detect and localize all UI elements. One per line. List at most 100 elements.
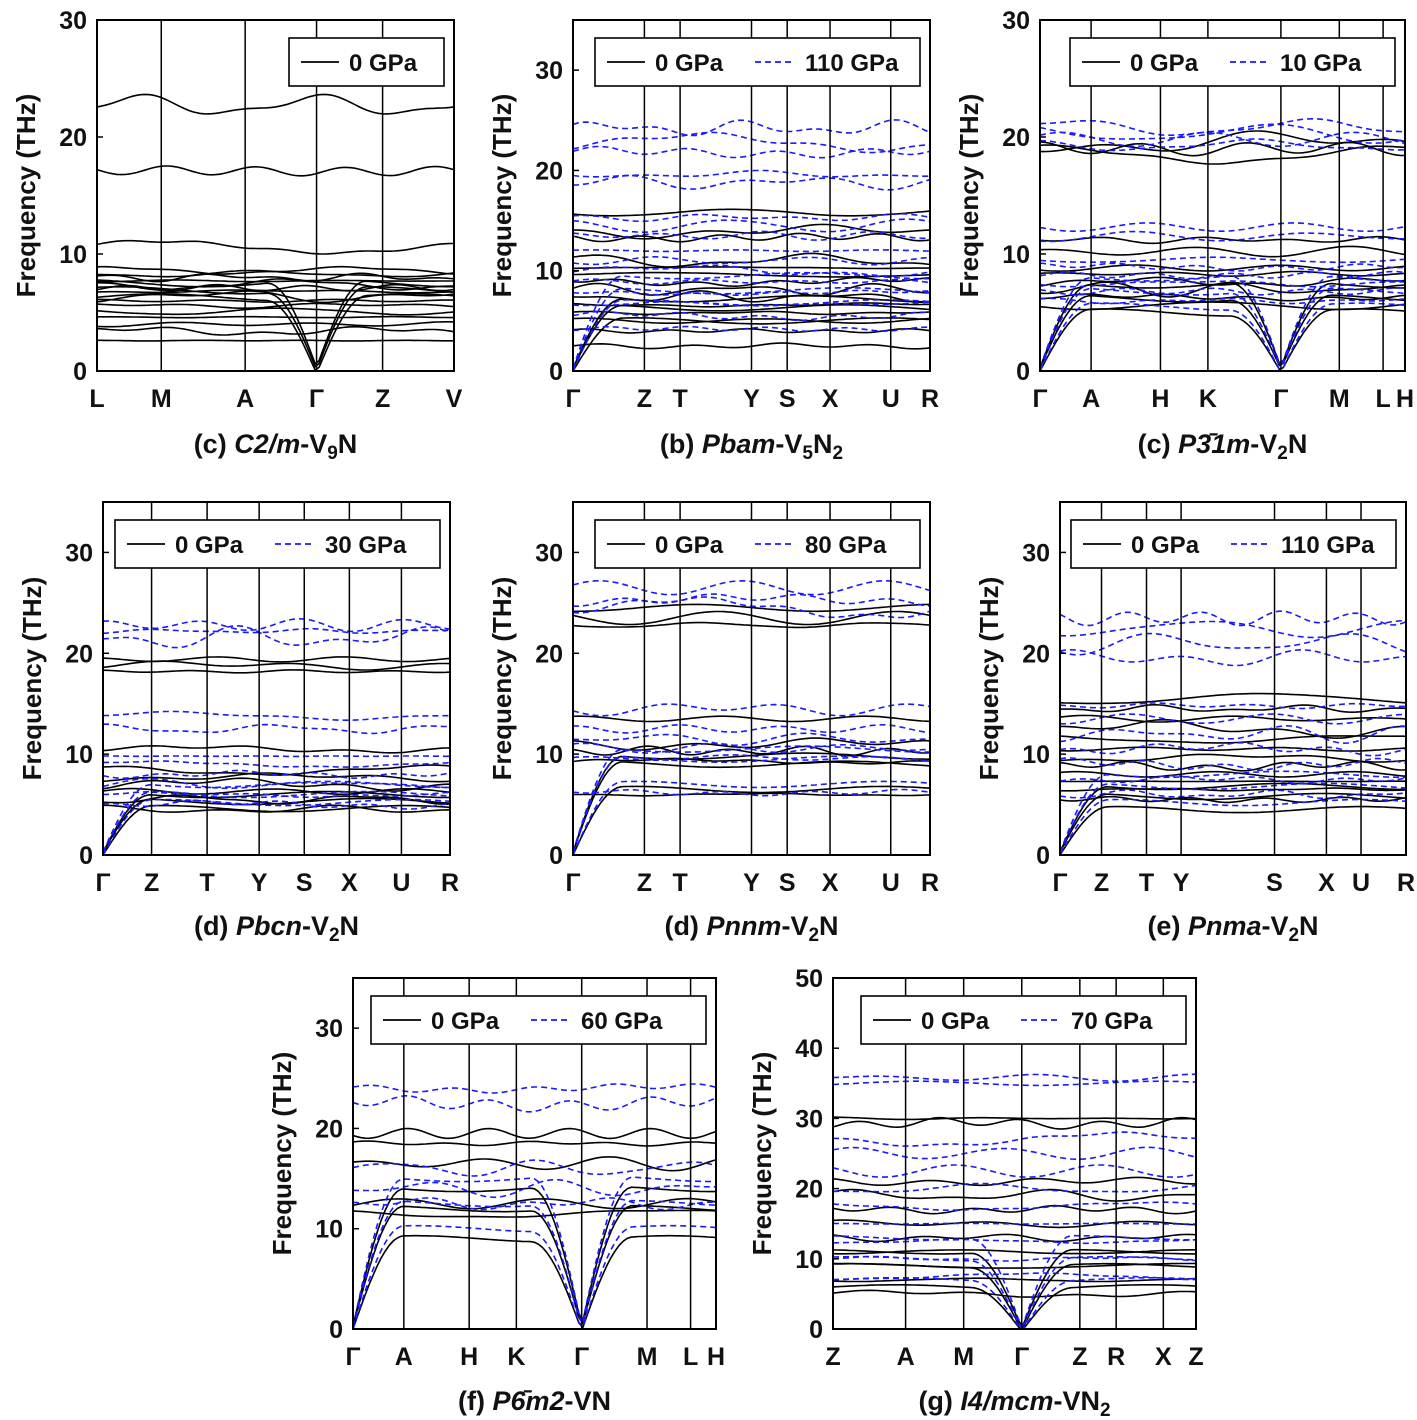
kpoint-label: Z — [375, 385, 390, 413]
band-pressure-8 — [1040, 138, 1405, 152]
y-tick-label: 30 — [535, 539, 563, 567]
kpoint-label: L — [683, 1343, 698, 1371]
kpoint-label: X — [1155, 1343, 1172, 1371]
band-0gpa-3 — [353, 1140, 716, 1147]
band-pressure-9 — [833, 1080, 1196, 1087]
y-axis-label: Frequency (THz) — [487, 94, 517, 298]
band-pressure-5 — [1060, 713, 1406, 725]
kpoint-label: A — [236, 385, 254, 413]
panel-caption: (e) Pnma-V2N — [1147, 911, 1318, 946]
band-pressure-5 — [833, 1182, 1196, 1193]
band-pressure-9 — [103, 627, 450, 635]
band-pressure-4 — [103, 760, 450, 768]
band-pressure-2 — [1040, 280, 1405, 288]
band-0gpa-10 — [1060, 704, 1406, 714]
band-0gpa-6 — [103, 744, 450, 754]
acoustic-0gpa-0 — [353, 1234, 716, 1329]
acoustic-pressure-0 — [833, 1277, 1196, 1329]
band-0gpa-1 — [1060, 787, 1406, 792]
y-tick-label: 30 — [535, 57, 563, 85]
kpoint-label: H — [460, 1343, 478, 1371]
band-0gpa-2 — [103, 787, 450, 796]
kpoint-label: L — [1375, 385, 1390, 413]
y-tick-label: 20 — [1002, 124, 1030, 152]
plot-frame — [352, 977, 717, 1330]
band-0gpa-11 — [1060, 692, 1406, 705]
kpoint-label: R — [921, 869, 939, 897]
band-0gpa-9 — [833, 1116, 1196, 1130]
kpoint-label: Γ — [1273, 385, 1288, 413]
legend-label-0gpa: 0 GPa — [1131, 532, 1200, 559]
band-0gpa-2 — [97, 321, 454, 328]
band-0gpa-4 — [1040, 270, 1405, 278]
acoustic-0gpa-0 — [1040, 308, 1405, 371]
kpoint-label: X — [822, 385, 839, 413]
band-pressure-1 — [103, 790, 450, 799]
y-tick-label: 30 — [59, 7, 87, 35]
legend: 0 GPa 60 GPa — [370, 995, 707, 1045]
bands — [353, 1083, 716, 1329]
y-axis-label: Frequency (THz) — [487, 577, 517, 781]
band-0gpa-0 — [97, 339, 454, 342]
band-pressure-7 — [1040, 222, 1405, 232]
panel-caption: (d) Pnnm-V2N — [664, 911, 838, 946]
y-tick-label: 30 — [795, 1105, 823, 1133]
plot-frame — [1059, 501, 1407, 856]
band-0gpa-16 — [97, 165, 454, 177]
legend: 0 GPa 80 GPa — [594, 519, 921, 569]
kpoint-label: K — [507, 1343, 525, 1371]
kpoint-label: H — [1396, 385, 1414, 413]
legend-label-0gpa: 0 GPa — [655, 50, 724, 77]
kpoint-label: Γ — [1032, 385, 1047, 413]
band-pressure-1 — [1040, 287, 1405, 296]
acoustic-0gpa-0 — [833, 1284, 1196, 1329]
band-0gpa-9 — [1060, 714, 1406, 723]
legend-label-0gpa: 0 GPa — [1130, 50, 1199, 77]
band-pressure-4 — [1040, 262, 1405, 272]
y-tick-label: 50 — [795, 965, 823, 993]
band-0gpa-3 — [1040, 276, 1405, 287]
kpoint-label: Γ — [309, 385, 324, 413]
band-pressure-8 — [833, 1131, 1196, 1147]
band-pressure-3 — [1040, 270, 1405, 280]
acoustic-pressure-1 — [573, 287, 930, 369]
bands — [1060, 610, 1406, 855]
kpoint-label: Z — [825, 1343, 840, 1371]
y-tick-label: 0 — [1036, 842, 1050, 870]
kpoint-label: X — [341, 869, 358, 897]
y-tick-label: 30 — [1002, 7, 1030, 35]
legend: 0 GPa 110 GPa — [1070, 519, 1397, 569]
kpoint-label: M — [1329, 385, 1350, 413]
band-0gpa-4 — [97, 307, 454, 316]
acoustic-0gpa-1 — [353, 1204, 716, 1327]
bands — [833, 1073, 1196, 1329]
kpoint-label: A — [1082, 385, 1100, 413]
acoustic-0gpa-1 — [97, 286, 454, 369]
kpoint-label: U — [882, 869, 900, 897]
kpoint-label: U — [1352, 869, 1370, 897]
legend-label-0gpa: 0 GPa — [431, 1008, 500, 1035]
kpoint-label: V — [446, 385, 463, 413]
acoustic-0gpa-0 — [103, 804, 450, 855]
bands — [103, 617, 450, 855]
band-pressure-3 — [1060, 741, 1406, 757]
acoustic-pressure-0 — [353, 1224, 716, 1329]
kpoint-label: Z — [637, 869, 652, 897]
band-0gpa-12 — [97, 272, 454, 283]
panel-2: 0 10 20 30 Γ Z T Y S X U R Frequency (THz) 0 GPa 110 G… — [487, 19, 939, 464]
panel-caption: (b) Pbam-V5N2 — [660, 429, 843, 464]
acoustic-0gpa-2 — [1060, 782, 1406, 853]
kpoint-label: S — [1266, 869, 1283, 897]
band-pressure-0 — [1040, 297, 1405, 305]
y-axis-label: Frequency (THz) — [974, 577, 1004, 781]
panel-caption: (c) C2/m-V9N — [194, 429, 358, 464]
band-pressure-8 — [573, 230, 930, 241]
y-tick-label: 10 — [65, 741, 93, 769]
legend-label-0gpa: 0 GPa — [175, 532, 244, 559]
y-tick-label: 20 — [535, 157, 563, 185]
band-0gpa-9 — [103, 656, 450, 663]
acoustic-pressure-0 — [1040, 302, 1405, 371]
kpoint-label: S — [296, 869, 313, 897]
band-pressure-9 — [1040, 131, 1405, 148]
panel-caption: (f) P6̄m2-VN — [458, 1386, 611, 1416]
